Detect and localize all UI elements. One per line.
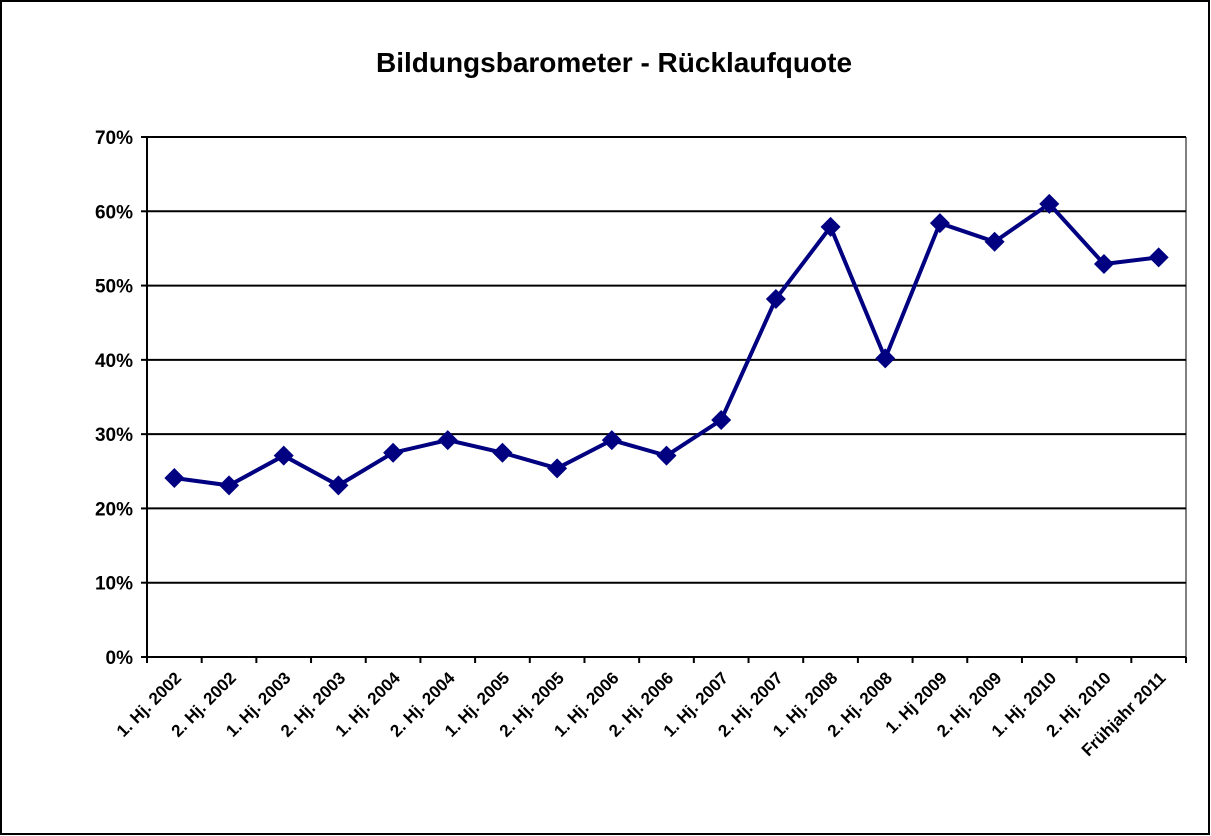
marker bbox=[1039, 193, 1060, 214]
marker bbox=[383, 442, 404, 463]
marker bbox=[765, 288, 786, 309]
y-tick-label: 70% bbox=[95, 128, 133, 149]
marker bbox=[820, 216, 841, 237]
marker bbox=[437, 430, 458, 451]
chart-title: Bildungsbarometer - Rücklaufquote bbox=[376, 47, 852, 78]
marker bbox=[328, 475, 349, 496]
marker bbox=[273, 445, 294, 466]
y-tick-label: 20% bbox=[95, 499, 133, 520]
marker bbox=[656, 445, 677, 466]
y-tick-label: 50% bbox=[95, 277, 133, 298]
marker bbox=[219, 475, 240, 496]
marker bbox=[711, 410, 732, 431]
y-tick-label: 0% bbox=[106, 648, 134, 669]
y-tick-label: 40% bbox=[95, 351, 133, 372]
marker bbox=[601, 430, 622, 451]
marker bbox=[984, 231, 1005, 252]
marker bbox=[1148, 247, 1169, 268]
y-tick-label: 60% bbox=[95, 202, 133, 223]
marker bbox=[164, 467, 185, 488]
marker bbox=[1093, 254, 1114, 275]
marker bbox=[875, 348, 896, 369]
y-tick-label: 10% bbox=[95, 574, 133, 595]
marker bbox=[929, 213, 950, 234]
y-tick-label: 30% bbox=[95, 425, 133, 446]
marker bbox=[547, 458, 568, 479]
marker bbox=[492, 442, 513, 463]
